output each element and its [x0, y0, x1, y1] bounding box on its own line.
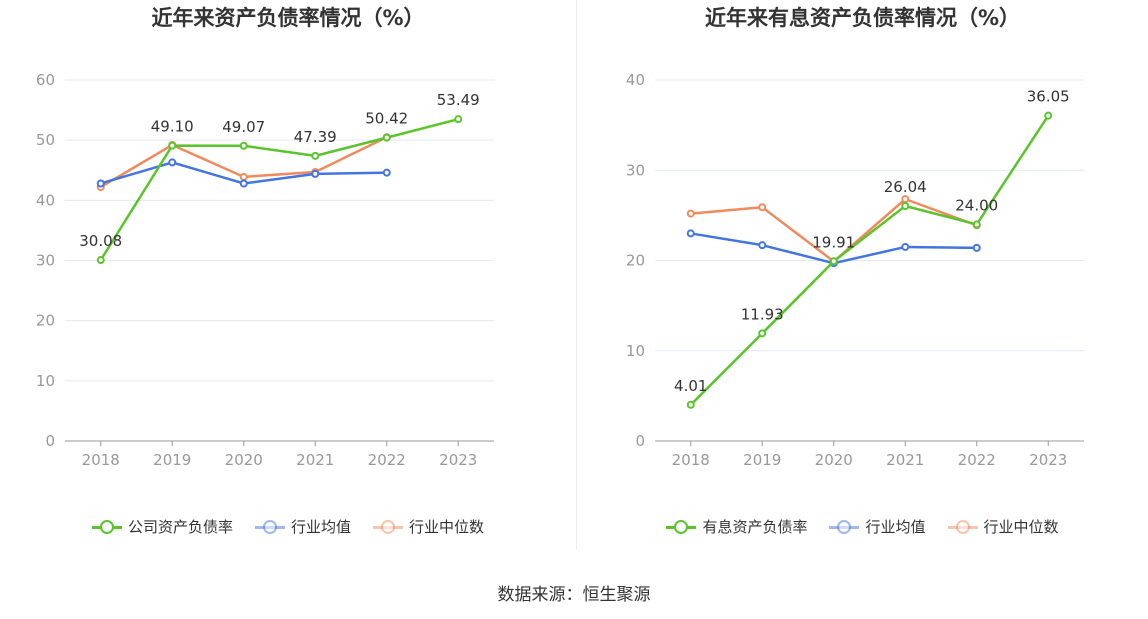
- data-label: 24.00: [955, 196, 998, 214]
- legend-label: 有息资产负债率: [702, 518, 808, 536]
- y-tick-label: 30: [36, 252, 55, 270]
- data-label: 47.39: [294, 128, 337, 146]
- legend-marker-icon: [666, 519, 697, 534]
- y-tick-label: 50: [36, 131, 55, 149]
- data-point: [454, 115, 463, 124]
- chart-title: 近年来资产负债率情况（%）: [151, 6, 425, 30]
- data-label: 30.08: [79, 232, 122, 250]
- y-tick-label: 60: [36, 71, 55, 89]
- x-tick-label: 2021: [886, 451, 924, 469]
- data-label: 53.49: [437, 91, 480, 109]
- data-point: [311, 151, 320, 160]
- data-label: 49.07: [222, 118, 265, 136]
- x-tick-label: 2018: [672, 451, 710, 469]
- data-source: 数据来源：恒生聚源: [497, 585, 651, 605]
- chart-legend: 公司资产负债率 行业均值 行业中位数: [0, 516, 576, 537]
- data-point: [829, 257, 838, 266]
- legend-marker-icon: [829, 519, 860, 534]
- x-tick-label: 2022: [368, 451, 406, 469]
- legend-item-company[interactable]: 有息资产负债率: [666, 516, 807, 537]
- data-point: [239, 179, 248, 188]
- x-tick-label: 2022: [958, 451, 996, 469]
- legend-marker-icon: [254, 519, 285, 534]
- data-point: [972, 220, 981, 229]
- data-point: [686, 400, 695, 409]
- x-tick-label: 2018: [82, 451, 120, 469]
- legend-label: 行业均值: [865, 518, 926, 536]
- legend-item-industry-median[interactable]: 行业中位数: [373, 516, 484, 537]
- y-tick-label: 40: [36, 191, 55, 209]
- chart-legend: 有息资产负债率 行业均值 行业中位数: [577, 516, 1148, 537]
- legend-label: 行业均值: [290, 518, 351, 536]
- y-tick-label: 20: [36, 312, 55, 330]
- data-label: 4.01: [674, 377, 707, 395]
- interest-debt-ratio-line-chart: 0 10 20 30 40 2018 2019 2020 2021 2022 2023 4.01 11.…: [626, 71, 1084, 469]
- legend-label: 行业中位数: [983, 518, 1059, 536]
- series-line: [99, 117, 459, 261]
- y-tick-label: 20: [626, 252, 645, 270]
- legend-marker-icon: [91, 519, 122, 534]
- legend-label: 行业中位数: [409, 518, 485, 536]
- x-tick-label: 2023: [439, 451, 477, 469]
- legend-label: 公司资产负债率: [127, 518, 233, 536]
- y-tick-label: 10: [626, 342, 645, 360]
- data-label: 11.93: [741, 305, 784, 323]
- legend-item-industry-median[interactable]: 行业中位数: [947, 516, 1059, 537]
- y-tick-label: 40: [626, 71, 645, 89]
- data-point: [758, 203, 767, 212]
- legend-item-industry-avg[interactable]: 行业均值: [254, 516, 351, 537]
- data-point: [239, 141, 248, 150]
- data-point: [382, 168, 391, 177]
- data-point: [239, 172, 248, 181]
- data-point: [758, 329, 767, 338]
- right-chart-panel: 近年来有息资产负债率情况（%） 0 10 20 30 40 2018 2019 2020 202…: [577, 0, 1148, 560]
- data-point: [686, 229, 695, 238]
- data-label: 26.04: [884, 178, 927, 196]
- y-tick-label: 30: [626, 161, 645, 179]
- data-label: 36.05: [1027, 88, 1070, 106]
- y-tick-label: 0: [45, 432, 55, 450]
- legend-item-industry-avg[interactable]: 行业均值: [829, 516, 926, 537]
- data-point: [168, 141, 177, 150]
- x-tick-label: 2020: [225, 451, 263, 469]
- data-point: [901, 242, 910, 251]
- x-tick-label: 2019: [153, 451, 191, 469]
- legend-item-company[interactable]: 公司资产负债率: [91, 516, 233, 537]
- data-point: [686, 209, 695, 218]
- legend-marker-icon: [947, 519, 978, 534]
- data-point: [901, 201, 910, 210]
- debt-ratio-line-chart: 0 10 20 30 40 50 60 2018 2019 2020 2021 2022 2023 30.…: [36, 71, 494, 469]
- data-point: [382, 133, 391, 142]
- data-point: [758, 241, 767, 250]
- x-tick-label: 2021: [296, 451, 334, 469]
- data-point: [972, 243, 981, 252]
- data-label: 50.42: [365, 110, 408, 128]
- data-point: [96, 256, 105, 265]
- chart-title: 近年来有息资产负债率情况（%）: [704, 6, 1021, 30]
- data-label: 19.91: [812, 233, 855, 251]
- left-chart-panel: 近年来资产负债率情况（%） 0 10 20 30 40 50 60 2018 2019 2020 2…: [0, 0, 576, 560]
- x-tick-label: 2019: [743, 451, 781, 469]
- x-tick-label: 2023: [1029, 451, 1067, 469]
- data-point: [1044, 111, 1053, 120]
- series-line: [690, 197, 978, 263]
- y-tick-label: 10: [36, 372, 55, 390]
- panel-divider: [576, 0, 577, 550]
- data-point: [96, 179, 105, 188]
- data-label: 49.10: [151, 118, 194, 136]
- data-point: [311, 169, 320, 178]
- data-point: [901, 195, 910, 204]
- y-tick-label: 0: [635, 432, 645, 450]
- x-tick-label: 2020: [815, 451, 853, 469]
- legend-marker-icon: [373, 519, 403, 534]
- series-line: [689, 114, 1050, 406]
- data-point: [168, 158, 177, 167]
